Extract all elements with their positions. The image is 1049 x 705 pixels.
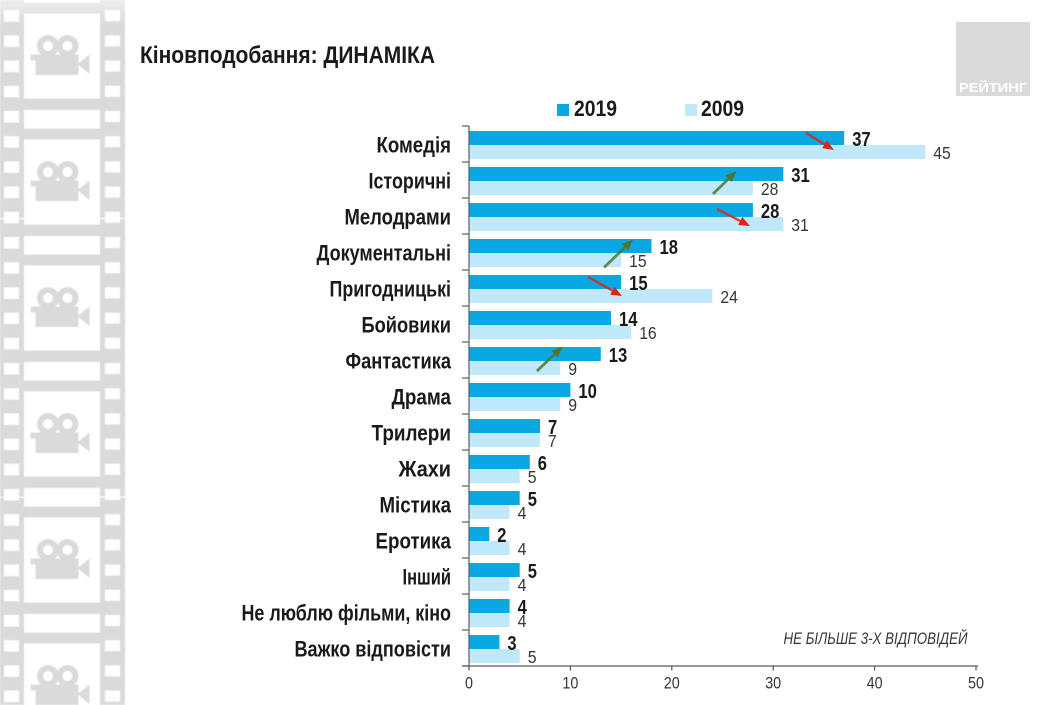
svg-text:5: 5 <box>528 488 537 511</box>
svg-text:13: 13 <box>609 344 628 367</box>
svg-text:40: 40 <box>867 675 883 693</box>
svg-text:НЕ БІЛЬШЕ 3-Х ВІДПОВІДЕЙ: НЕ БІЛЬШЕ 3-Х ВІДПОВІДЕЙ <box>784 629 968 648</box>
svg-text:0: 0 <box>465 675 473 693</box>
svg-text:30: 30 <box>765 675 781 693</box>
svg-text:Документальні: Документальні <box>317 240 452 265</box>
svg-text:4: 4 <box>518 575 527 595</box>
svg-text:45: 45 <box>933 143 951 163</box>
svg-text:Кіновподобання: ДИНАМІКА: Кіновподобання: ДИНАМІКА <box>140 42 435 69</box>
svg-text:5: 5 <box>528 560 537 583</box>
svg-text:Жахи: Жахи <box>398 456 451 481</box>
svg-text:10: 10 <box>562 675 578 693</box>
svg-text:16: 16 <box>639 323 657 343</box>
svg-text:Драма: Драма <box>392 384 452 409</box>
svg-text:2: 2 <box>497 524 506 547</box>
svg-text:РЕЙТИНГ: РЕЙТИНГ <box>959 80 1028 95</box>
svg-text:5: 5 <box>528 467 537 487</box>
svg-text:Мелодрами: Мелодрами <box>345 204 452 229</box>
svg-text:6: 6 <box>538 452 547 475</box>
svg-text:50: 50 <box>968 675 984 693</box>
svg-text:Фантастика: Фантастика <box>346 348 452 373</box>
svg-text:31: 31 <box>791 215 809 235</box>
svg-text:4: 4 <box>518 611 527 631</box>
svg-text:7: 7 <box>548 431 557 451</box>
svg-text:28: 28 <box>761 200 780 223</box>
svg-text:4: 4 <box>518 503 527 523</box>
svg-text:Інший: Інший <box>403 564 452 589</box>
svg-text:4: 4 <box>518 596 528 619</box>
svg-text:Містика: Містика <box>380 492 452 517</box>
svg-text:2019: 2019 <box>574 96 617 121</box>
svg-text:15: 15 <box>629 272 648 295</box>
svg-text:3: 3 <box>507 632 516 655</box>
svg-text:5: 5 <box>528 647 537 667</box>
svg-text:4: 4 <box>518 539 527 559</box>
svg-text:Еротика: Еротика <box>376 528 452 553</box>
svg-text:28: 28 <box>761 179 779 199</box>
svg-text:20: 20 <box>664 675 680 693</box>
svg-text:31: 31 <box>791 164 810 187</box>
svg-text:9: 9 <box>568 395 577 415</box>
svg-text:Трилери: Трилери <box>372 420 452 445</box>
svg-text:10: 10 <box>578 380 597 403</box>
svg-text:Бойовики: Бойовики <box>362 312 452 337</box>
svg-text:24: 24 <box>720 287 738 307</box>
svg-text:Пригодницькі: Пригодницькі <box>330 276 452 301</box>
svg-text:7: 7 <box>548 416 557 439</box>
svg-text:2009: 2009 <box>701 96 744 121</box>
svg-text:Важко відповісти: Важко відповісти <box>295 636 452 661</box>
svg-text:Історичні: Історичні <box>369 168 452 193</box>
svg-text:37: 37 <box>852 128 871 151</box>
svg-text:15: 15 <box>629 251 647 271</box>
svg-text:9: 9 <box>568 359 577 379</box>
svg-text:Комедія: Комедія <box>377 132 452 157</box>
svg-text:14: 14 <box>619 308 638 331</box>
svg-text:18: 18 <box>660 236 679 259</box>
svg-text:Не люблю фільми, кіно: Не люблю фільми, кіно <box>242 600 452 625</box>
